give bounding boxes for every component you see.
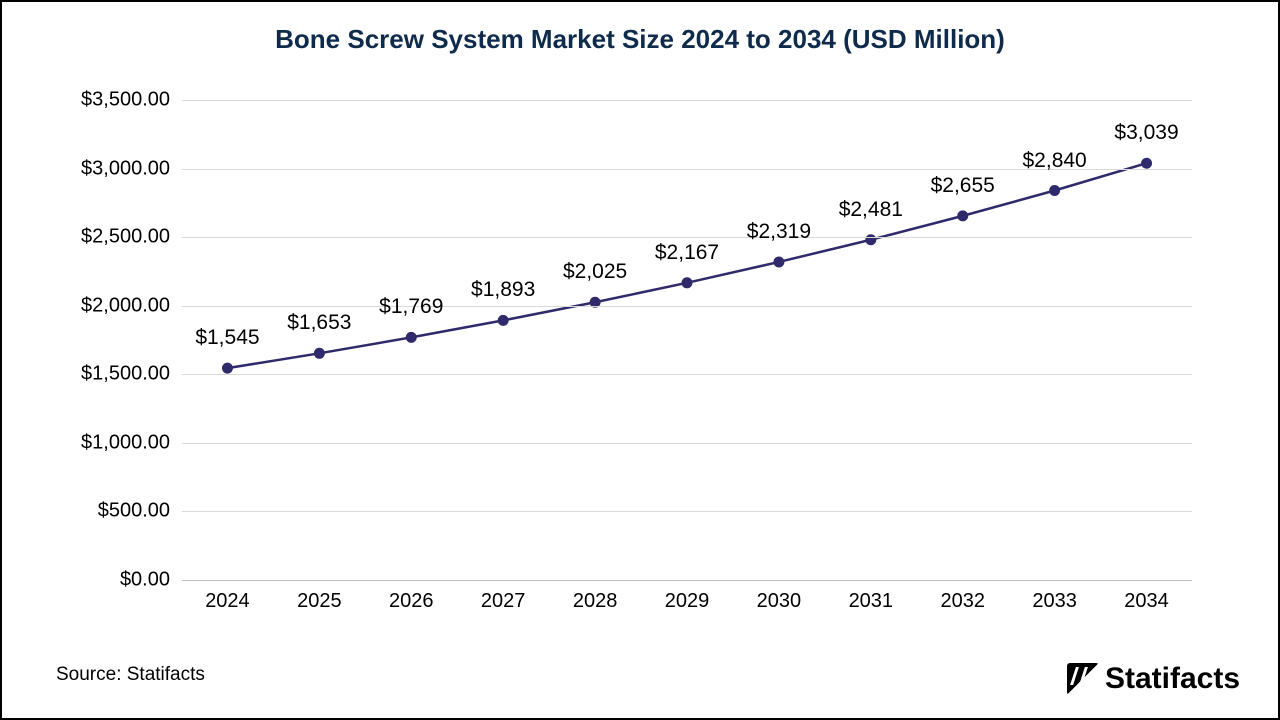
brand-logo: Statifacts (1067, 662, 1240, 696)
data-marker (682, 278, 692, 288)
y-tick-label: $1,000.00 (50, 431, 170, 454)
data-marker (774, 257, 784, 267)
gridline (182, 511, 1192, 512)
data-marker (1142, 158, 1152, 168)
y-tick-label: $3,000.00 (50, 157, 170, 180)
data-marker (498, 315, 508, 325)
x-tick-label: 2025 (297, 590, 342, 613)
x-tick-label: 2030 (757, 590, 802, 613)
series-line (227, 163, 1146, 368)
chart-frame: Bone Screw System Market Size 2024 to 20… (0, 0, 1280, 720)
data-label: $1,545 (195, 326, 259, 350)
y-tick-label: $3,500.00 (50, 89, 170, 112)
data-marker (1050, 186, 1060, 196)
chart-title: Bone Screw System Market Size 2024 to 20… (2, 24, 1278, 55)
x-tick-label: 2024 (205, 590, 250, 613)
y-tick-label: $2,000.00 (50, 294, 170, 317)
brand-name: Statifacts (1105, 662, 1240, 696)
data-label: $2,319 (747, 220, 811, 244)
data-marker (314, 348, 324, 358)
x-tick-label: 2027 (481, 590, 526, 613)
gridline (182, 374, 1192, 375)
x-tick-label: 2028 (573, 590, 618, 613)
data-label: $3,039 (1114, 121, 1178, 145)
data-label: $2,481 (839, 198, 903, 222)
gridline (182, 237, 1192, 238)
y-tick-label: $500.00 (50, 500, 170, 523)
data-label: $1,653 (287, 311, 351, 335)
data-marker (958, 211, 968, 221)
x-tick-label: 2033 (1032, 590, 1077, 613)
source-label: Source: Statifacts (56, 664, 205, 686)
data-label: $2,167 (655, 241, 719, 265)
data-marker (222, 363, 232, 373)
gridline (182, 580, 1192, 581)
data-label: $2,840 (1023, 149, 1087, 173)
data-label: $1,893 (471, 278, 535, 302)
gridline (182, 100, 1192, 101)
data-label: $2,655 (931, 174, 995, 198)
statifacts-icon (1067, 663, 1099, 695)
x-tick-label: 2031 (849, 590, 894, 613)
x-tick-label: 2032 (940, 590, 985, 613)
x-tick-label: 2029 (665, 590, 710, 613)
data-label: $2,025 (563, 260, 627, 284)
y-tick-label: $0.00 (50, 569, 170, 592)
plot-area: $0.00$500.00$1,000.00$1,500.00$2,000.00$… (182, 100, 1192, 580)
gridline (182, 443, 1192, 444)
data-label: $1,769 (379, 295, 443, 319)
data-marker (406, 332, 416, 342)
y-tick-label: $2,500.00 (50, 226, 170, 249)
x-tick-label: 2026 (389, 590, 434, 613)
y-tick-label: $1,500.00 (50, 363, 170, 386)
x-tick-label: 2034 (1124, 590, 1169, 613)
gridline (182, 306, 1192, 307)
